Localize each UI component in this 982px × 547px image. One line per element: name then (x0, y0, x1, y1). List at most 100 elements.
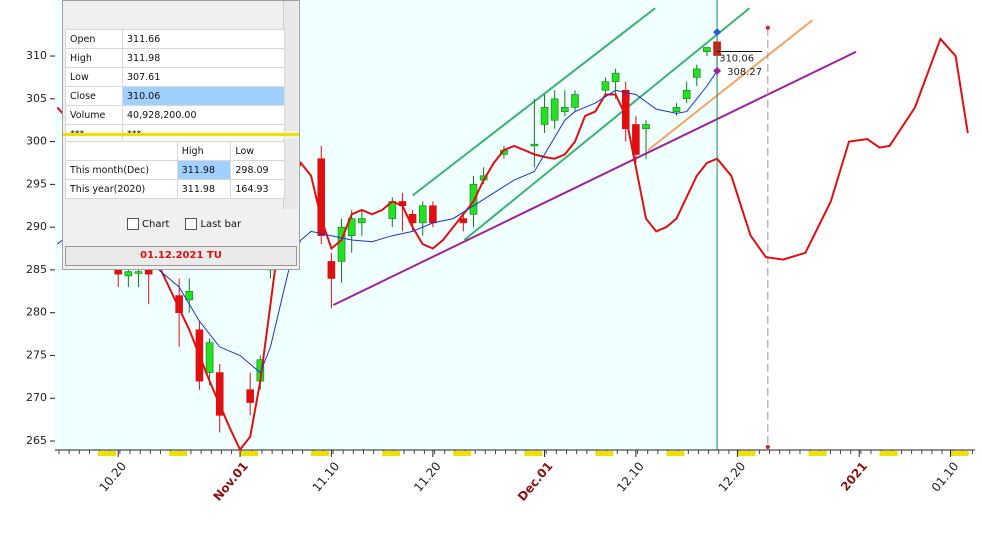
stats-cell: This month(Dec) (65, 160, 178, 180)
y-tick-label: 290 (26, 220, 47, 233)
high-marker (713, 28, 722, 37)
ohlc-row: Volume 40,928,200.00 (65, 105, 285, 125)
ohlc-cell: 40,928,200.00 (122, 105, 285, 125)
x-tick-label: 01.10 (929, 459, 962, 494)
ma-marker (713, 66, 722, 75)
stats-cell (65, 141, 178, 161)
candle-body (418, 205, 427, 224)
candle-body (337, 226, 346, 262)
ohlc-cell: High (65, 48, 123, 68)
candle-body (185, 291, 194, 301)
checkbox-box (127, 218, 139, 230)
weekend-block (382, 451, 401, 456)
x-tick-label: 11.20 (411, 459, 444, 494)
ohlc-cell: 311.98 (122, 48, 285, 68)
stats-cell: This year(2020) (65, 179, 178, 199)
weekend-block (98, 451, 116, 456)
stats-cell: 298.09 (230, 160, 285, 180)
candle-body (561, 107, 569, 112)
y-tick-label: 280 (26, 306, 47, 319)
candle-body (114, 269, 123, 275)
stats-cell: 164.93 (230, 179, 285, 199)
ohlc-cell: 311.66 (122, 29, 285, 49)
close-label: 310.06 (719, 54, 754, 65)
candle-body (550, 98, 559, 121)
candle-body (642, 124, 650, 130)
ohlc-row: Open 311.66 (65, 29, 285, 49)
ohlc-cell: 310.06 (122, 86, 285, 106)
trendline (647, 19, 814, 151)
x-tick-label: 11.10 (310, 459, 343, 494)
marker-dot (765, 25, 770, 30)
ohlc-row: High 311.98 (65, 48, 285, 68)
separator (63, 133, 299, 136)
candle-body (358, 218, 366, 224)
candle-body (632, 124, 640, 155)
trendline (411, 7, 656, 197)
y-tick-label: 310 (26, 49, 47, 62)
checkboxes: Chart Last bar (127, 218, 241, 230)
marker-dot (765, 445, 770, 450)
weekend-block (311, 451, 330, 456)
weekend-block (666, 451, 685, 456)
ohlc-row: Low 307.61 (65, 67, 285, 87)
stats-row: This year(2020) 311.98 164.93 (65, 179, 285, 199)
stats-cell: 311.98 (176, 179, 232, 199)
candle-body (611, 72, 620, 83)
candle-body (682, 89, 691, 100)
weekend-block (737, 451, 756, 456)
candle-body (327, 261, 336, 279)
weekend-block (595, 451, 614, 456)
scrollbar[interactable] (283, 1, 298, 131)
y-tick-label: 295 (26, 177, 47, 190)
candle-body (601, 81, 610, 91)
stats-row: This month(Dec) 311.98 298.09 (65, 160, 285, 180)
candle-body (144, 269, 153, 275)
x-tick-label: 2021 (838, 459, 870, 494)
ohlc-cell: Open (65, 29, 123, 49)
candle-body (429, 205, 437, 224)
ohlc-cell: Close (65, 86, 123, 106)
checkbox[interactable]: Chart (127, 218, 169, 230)
checkbox[interactable]: Last bar (185, 218, 241, 230)
x-tick-label: 12.10 (614, 459, 647, 494)
stats-header: Low (230, 141, 285, 161)
trendline (463, 7, 751, 241)
x-tick-label: Dec.01 (515, 459, 556, 504)
stats-cell: 311.98 (176, 160, 232, 180)
candle-body (317, 158, 326, 236)
checkbox-label: Chart (142, 219, 170, 230)
y-tick-label: 285 (26, 263, 47, 276)
stats-header-row: High Low (65, 141, 285, 161)
candle-body (134, 271, 143, 274)
weekend-block (879, 451, 898, 456)
y-tick-label: 275 (26, 348, 47, 361)
date-label: 01.12.2021 TU (65, 246, 297, 266)
data-window: Open 311.66 High 311.98 Low 307.61 Close 310.06… (62, 0, 300, 270)
candle-body (530, 143, 539, 147)
y-tick-label: 305 (26, 92, 47, 105)
ma-label: 308.27 (727, 67, 762, 78)
weekend-block (453, 451, 472, 456)
candle-body (215, 372, 224, 416)
y-tick-label: 300 (26, 135, 47, 148)
weekend-block (169, 451, 188, 456)
x-tick-label: 10.20 (96, 459, 129, 494)
checkbox-box (185, 218, 198, 230)
ohlc-cell: Low (65, 67, 123, 87)
weekend-block (950, 451, 969, 456)
candle-body (124, 271, 133, 277)
scrollbar[interactable] (283, 139, 298, 209)
candle-body (692, 68, 701, 78)
x-tick-label: Nov.01 (210, 459, 251, 504)
ohlc-row: Close 310.06 (65, 86, 285, 106)
candle-body (703, 47, 711, 53)
candle-body (347, 218, 356, 236)
x-tick-label: 12.20 (716, 459, 749, 494)
weekend-block (808, 451, 827, 456)
candle-body (540, 107, 549, 125)
trendline (332, 50, 857, 306)
candle-body (246, 389, 254, 403)
candle-body (459, 218, 468, 224)
ohlc-cell: 307.61 (122, 67, 285, 87)
